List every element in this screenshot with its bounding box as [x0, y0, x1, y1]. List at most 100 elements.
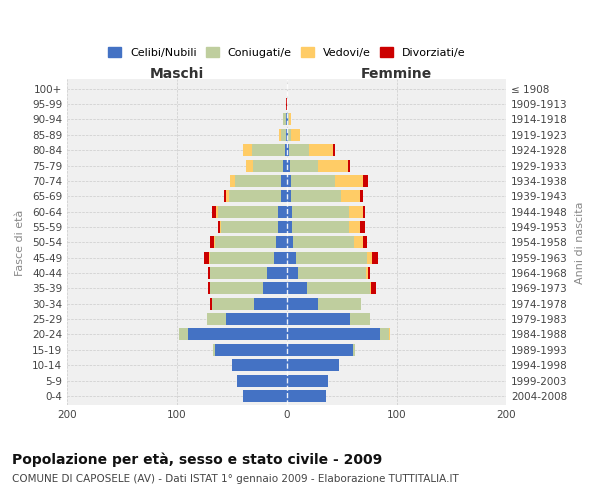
Bar [212, 206, 217, 218]
Bar [229, 190, 281, 202]
Bar [210, 267, 267, 279]
Bar [235, 175, 281, 187]
Bar [208, 282, 210, 294]
Bar [288, 129, 291, 141]
Bar [210, 298, 212, 310]
Bar [317, 298, 361, 310]
Bar [370, 282, 371, 294]
Bar [287, 221, 292, 233]
Legend: Celibi/Nubili, Coniugati/e, Vedovi/e, Divorziati/e: Celibi/Nubili, Coniugati/e, Vedovi/e, Di… [103, 42, 470, 62]
Bar [366, 267, 368, 279]
Bar [214, 236, 215, 248]
Bar [354, 236, 362, 248]
Y-axis label: Anni di nascita: Anni di nascita [575, 201, 585, 283]
Bar [361, 190, 362, 202]
Bar [267, 267, 287, 279]
Bar [213, 344, 215, 356]
Bar [205, 252, 209, 264]
Bar [215, 344, 287, 356]
Text: Femmine: Femmine [361, 67, 432, 81]
Bar [179, 328, 188, 340]
Bar [291, 175, 335, 187]
Bar [368, 267, 370, 279]
Bar [380, 328, 389, 340]
Bar [218, 221, 220, 233]
Bar [287, 236, 293, 248]
Bar [317, 160, 348, 172]
Bar [292, 221, 349, 233]
Bar [290, 160, 317, 172]
Bar [287, 129, 288, 141]
Bar [287, 328, 380, 340]
Bar [283, 114, 286, 126]
Bar [281, 190, 287, 202]
Bar [287, 374, 328, 386]
Bar [243, 144, 251, 156]
Y-axis label: Fasce di età: Fasce di età [15, 209, 25, 276]
Bar [287, 160, 290, 172]
Bar [278, 221, 287, 233]
Bar [298, 267, 366, 279]
Text: COMUNE DI CAPOSELE (AV) - Dati ISTAT 1° gennaio 2009 - Elaborazione TUTTITALIA.I: COMUNE DI CAPOSELE (AV) - Dati ISTAT 1° … [12, 474, 459, 484]
Bar [238, 374, 287, 386]
Bar [281, 175, 287, 187]
Bar [287, 144, 289, 156]
Bar [251, 144, 284, 156]
Bar [353, 344, 355, 356]
Bar [335, 175, 362, 187]
Bar [348, 160, 350, 172]
Bar [210, 236, 214, 248]
Bar [293, 236, 354, 248]
Bar [287, 114, 288, 126]
Bar [210, 252, 274, 264]
Bar [287, 344, 353, 356]
Text: Popolazione per età, sesso e stato civile - 2009: Popolazione per età, sesso e stato civil… [12, 452, 382, 467]
Bar [362, 175, 368, 187]
Bar [373, 252, 378, 264]
Bar [284, 144, 287, 156]
Bar [254, 298, 287, 310]
Bar [220, 221, 221, 233]
Bar [243, 390, 287, 402]
Bar [350, 313, 370, 325]
Bar [286, 98, 287, 110]
Bar [349, 206, 362, 218]
Bar [349, 221, 361, 233]
Bar [309, 144, 333, 156]
Bar [212, 298, 254, 310]
Bar [287, 390, 326, 402]
Bar [209, 252, 210, 264]
Bar [291, 190, 341, 202]
Bar [276, 236, 287, 248]
Bar [333, 144, 335, 156]
Bar [341, 190, 361, 202]
Bar [278, 206, 287, 218]
Bar [279, 129, 281, 141]
Bar [217, 206, 218, 218]
Bar [287, 359, 340, 371]
Bar [389, 328, 390, 340]
Bar [371, 282, 376, 294]
Text: Maschi: Maschi [150, 67, 204, 81]
Bar [362, 236, 367, 248]
Bar [221, 221, 278, 233]
Bar [208, 267, 210, 279]
Bar [287, 282, 307, 294]
Bar [274, 252, 287, 264]
Bar [287, 175, 291, 187]
Bar [307, 282, 370, 294]
Bar [287, 267, 298, 279]
Bar [296, 252, 367, 264]
Bar [287, 298, 317, 310]
Bar [230, 175, 235, 187]
Bar [232, 359, 287, 371]
Bar [287, 190, 291, 202]
Bar [206, 313, 226, 325]
Bar [226, 190, 229, 202]
Bar [287, 206, 292, 218]
Bar [215, 236, 276, 248]
Bar [289, 114, 291, 126]
Bar [218, 206, 278, 218]
Bar [246, 160, 253, 172]
Bar [287, 313, 350, 325]
